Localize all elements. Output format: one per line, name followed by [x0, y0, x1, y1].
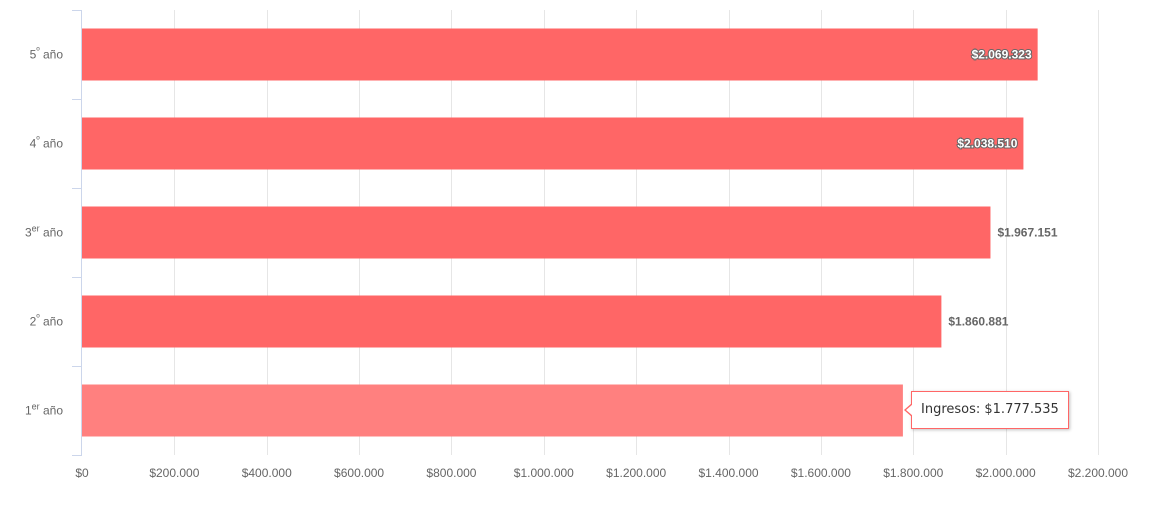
bar[interactable]: [82, 206, 991, 259]
data-label: $2.038.510: [957, 137, 1017, 151]
data-label: $1.967.151: [997, 226, 1057, 240]
y-category-label: 5º año: [30, 46, 64, 62]
bar[interactable]: [82, 295, 942, 348]
tooltip: Ingresos: $1.777.535: [904, 391, 1069, 429]
x-tick-label: $1.200.000: [606, 466, 666, 480]
tooltip-text: Ingresos: $1.777.535: [921, 402, 1059, 417]
data-label: $2.069.323: [972, 48, 1032, 62]
x-tick-label: $600.000: [334, 466, 384, 480]
x-tick-label: $400.000: [242, 466, 292, 480]
data-label: $1.860.881: [948, 315, 1008, 329]
x-tick-label: $200.000: [149, 466, 199, 480]
y-category-label: 3er año: [25, 224, 63, 240]
x-tick-label: $1.400.000: [699, 466, 759, 480]
x-tick-label: $0: [75, 466, 89, 480]
tooltip-arrow-inner: [906, 404, 913, 416]
bar[interactable]: [82, 28, 1038, 81]
y-category-label: 4º año: [30, 135, 64, 151]
x-axis-ticks: $0 $200.000 $400.000 $600.000 $800.000 $1.000…: [75, 466, 1128, 480]
x-tick-label: $2.000.000: [976, 466, 1036, 480]
y-category-label: 2º año: [30, 313, 64, 329]
x-tick-label: $800.000: [426, 466, 476, 480]
x-tick-label: $1.000.000: [514, 466, 574, 480]
x-tick-label: $1.600.000: [791, 466, 851, 480]
axes: [72, 10, 82, 456]
bar[interactable]: [82, 384, 903, 437]
data-labels: $2.069.323 $2.038.510 $1.967.151 $1.860.881: [948, 47, 1057, 329]
bars: [82, 28, 1038, 437]
y-axis-categories: 5º año 4º año 3er año 2º año 1er año: [25, 46, 63, 418]
x-tick-label: $2.200.000: [1068, 466, 1128, 480]
x-tick-label: $1.800.000: [883, 466, 943, 480]
y-category-label: 1er año: [25, 402, 63, 418]
bar[interactable]: [82, 117, 1024, 170]
